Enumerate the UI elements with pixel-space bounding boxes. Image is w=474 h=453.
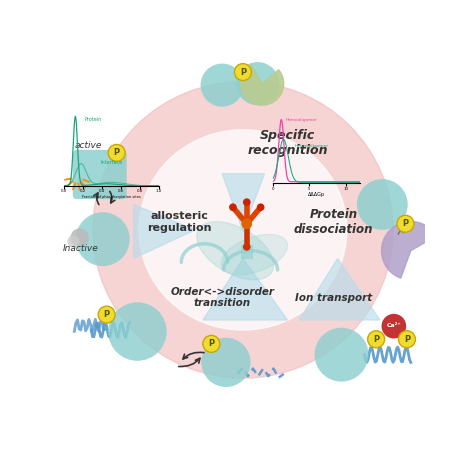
FancyBboxPatch shape — [73, 150, 127, 199]
Circle shape — [357, 179, 408, 230]
Circle shape — [399, 331, 415, 348]
Circle shape — [257, 203, 264, 211]
Polygon shape — [299, 258, 380, 320]
Polygon shape — [222, 173, 264, 231]
Circle shape — [382, 314, 406, 338]
Circle shape — [315, 328, 368, 381]
Circle shape — [201, 338, 251, 387]
Text: P: P — [404, 335, 410, 344]
Text: active: active — [74, 141, 101, 150]
Circle shape — [243, 243, 251, 251]
Text: P: P — [402, 219, 409, 228]
Text: Ion transport: Ion transport — [295, 293, 373, 303]
Circle shape — [67, 235, 80, 248]
Circle shape — [397, 215, 414, 232]
Text: Order<->disorder
transition: Order<->disorder transition — [170, 287, 274, 308]
Text: P: P — [208, 339, 214, 348]
Text: Heterooligomer: Heterooligomer — [294, 144, 328, 148]
Circle shape — [76, 212, 130, 266]
Text: Ca²⁺: Ca²⁺ — [386, 323, 401, 328]
Text: P: P — [104, 310, 109, 319]
Ellipse shape — [93, 82, 393, 378]
Circle shape — [229, 203, 237, 211]
Circle shape — [368, 331, 384, 348]
Polygon shape — [134, 204, 195, 258]
Circle shape — [71, 228, 89, 247]
Text: Interface: Interface — [100, 160, 122, 165]
Text: Specific
recognition: Specific recognition — [247, 129, 328, 157]
Text: Inactive: Inactive — [63, 244, 99, 253]
Circle shape — [201, 63, 244, 107]
Text: P: P — [373, 335, 379, 344]
Circle shape — [241, 218, 252, 229]
Text: P: P — [240, 67, 246, 77]
X-axis label: Fraction of phosphorylation sites: Fraction of phosphorylation sites — [82, 195, 141, 198]
Circle shape — [243, 198, 251, 206]
Circle shape — [203, 335, 220, 352]
Circle shape — [108, 145, 125, 161]
Polygon shape — [203, 258, 288, 320]
Ellipse shape — [221, 234, 288, 275]
Ellipse shape — [197, 222, 273, 280]
Circle shape — [236, 62, 279, 105]
Text: ✗: ✗ — [395, 225, 406, 238]
FancyBboxPatch shape — [241, 246, 253, 259]
Text: P: P — [114, 149, 120, 158]
Text: Homooligomer: Homooligomer — [286, 118, 318, 122]
Wedge shape — [241, 65, 284, 105]
Text: Protein: Protein — [85, 117, 102, 122]
Circle shape — [235, 63, 251, 81]
Ellipse shape — [139, 130, 347, 330]
Wedge shape — [382, 222, 436, 278]
Circle shape — [98, 306, 115, 323]
Text: allosteric
regulation: allosteric regulation — [147, 212, 212, 233]
Text: Protein
dissociation: Protein dissociation — [294, 208, 374, 236]
X-axis label: ΔΔΔGp: ΔΔΔGp — [308, 193, 325, 198]
Circle shape — [108, 302, 167, 361]
